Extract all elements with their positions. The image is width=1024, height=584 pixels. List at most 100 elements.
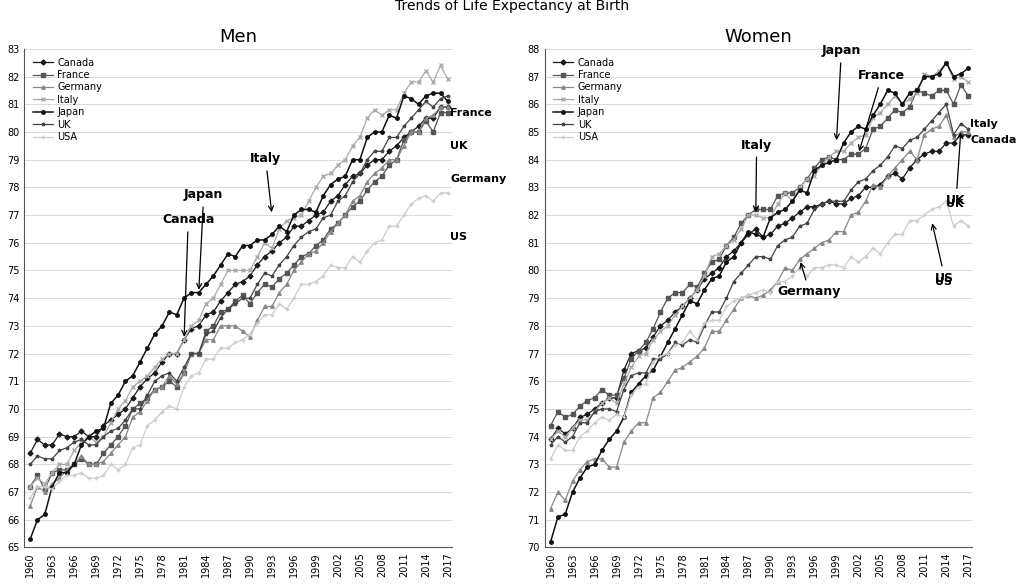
Germany [640,419,652,426]
Legend: Canada, France, Germany, Italy, Japan, UK, USA: Canada, France, Germany, Italy, Japan, U… [550,54,627,146]
Japan [427,90,439,97]
Germany [302,251,314,258]
UK [896,145,908,152]
Japan [640,372,652,379]
France [647,325,659,332]
USA [434,189,446,196]
Germany [823,237,836,244]
Canada [647,333,659,340]
France [823,154,836,161]
Canada [823,197,836,204]
Italy [376,112,388,119]
Line: Germany: Germany [549,113,970,510]
Text: Canada: Canada [162,213,214,336]
Text: Japan: Japan [821,44,861,139]
Italy [24,483,36,490]
UK [332,197,344,204]
Text: UK: UK [946,133,966,207]
Italy [940,59,952,66]
France [896,109,908,116]
Text: Japan: Japan [184,189,223,288]
Canada [441,103,454,110]
Text: Italy: Italy [250,152,282,211]
Canada [302,217,314,224]
Japan [896,100,908,107]
Canada [332,192,344,199]
UK [127,405,139,412]
Line: Italy: Italy [29,64,450,488]
Germany [434,103,446,110]
Italy [640,350,652,357]
Line: Germany: Germany [29,105,450,507]
Japan [119,378,131,385]
Germany [545,505,557,512]
Text: Canada: Canada [971,135,1017,145]
Line: France: France [29,111,450,491]
Italy [823,154,836,161]
Japan [647,367,659,374]
UK [24,461,36,468]
UK [963,126,975,133]
Text: UK: UK [450,141,468,151]
Line: Canada: Canada [549,133,970,441]
Canada [127,394,139,401]
Italy [127,383,139,390]
Canada [420,114,432,121]
USA [119,461,131,468]
France [383,162,395,169]
Italy [332,162,344,169]
Legend: Canada, France, Germany, Italy, Japan, UK, USA: Canada, France, Germany, Italy, Japan, U… [29,54,106,146]
Japan [332,176,344,183]
Canada [119,405,131,412]
Canada [852,192,864,199]
USA [332,264,344,271]
France [24,483,36,490]
Line: France: France [549,83,970,427]
Japan [940,59,952,66]
Japan [963,65,975,72]
Text: Italy: Italy [971,119,998,128]
UK [947,131,959,138]
Text: Trends of Life Expectancy at Birth: Trends of Life Expectancy at Birth [395,0,629,13]
Text: France: France [858,69,905,150]
Text: UK: UK [946,199,964,209]
France [134,400,146,407]
Canada [640,345,652,352]
France [39,486,51,493]
Canada [545,436,557,443]
France [339,211,351,218]
USA [441,189,454,196]
Japan [302,206,314,213]
Germany [376,165,388,172]
Canada [376,156,388,163]
Line: UK: UK [549,103,970,447]
Line: Italy: Italy [549,61,970,441]
Text: Germany: Germany [450,174,506,184]
Italy [434,62,446,69]
Italy [947,76,959,83]
France [420,117,432,124]
France [441,109,454,116]
France [852,151,864,158]
UK [647,356,659,363]
Text: Italy: Italy [741,138,772,211]
Japan [823,159,836,166]
France [640,339,652,346]
France [954,81,967,88]
USA [823,262,836,269]
Line: Japan: Japan [29,92,450,541]
USA [640,381,652,388]
USA [963,223,975,230]
France [963,92,975,99]
Germany [441,103,454,110]
Italy [647,336,659,343]
Italy [545,436,557,443]
UK [119,416,131,423]
Canada [434,103,446,110]
France [545,422,557,429]
UK [823,197,836,204]
France [940,87,952,94]
Germany [947,134,959,141]
France [127,405,139,412]
Text: Germany: Germany [778,263,841,298]
